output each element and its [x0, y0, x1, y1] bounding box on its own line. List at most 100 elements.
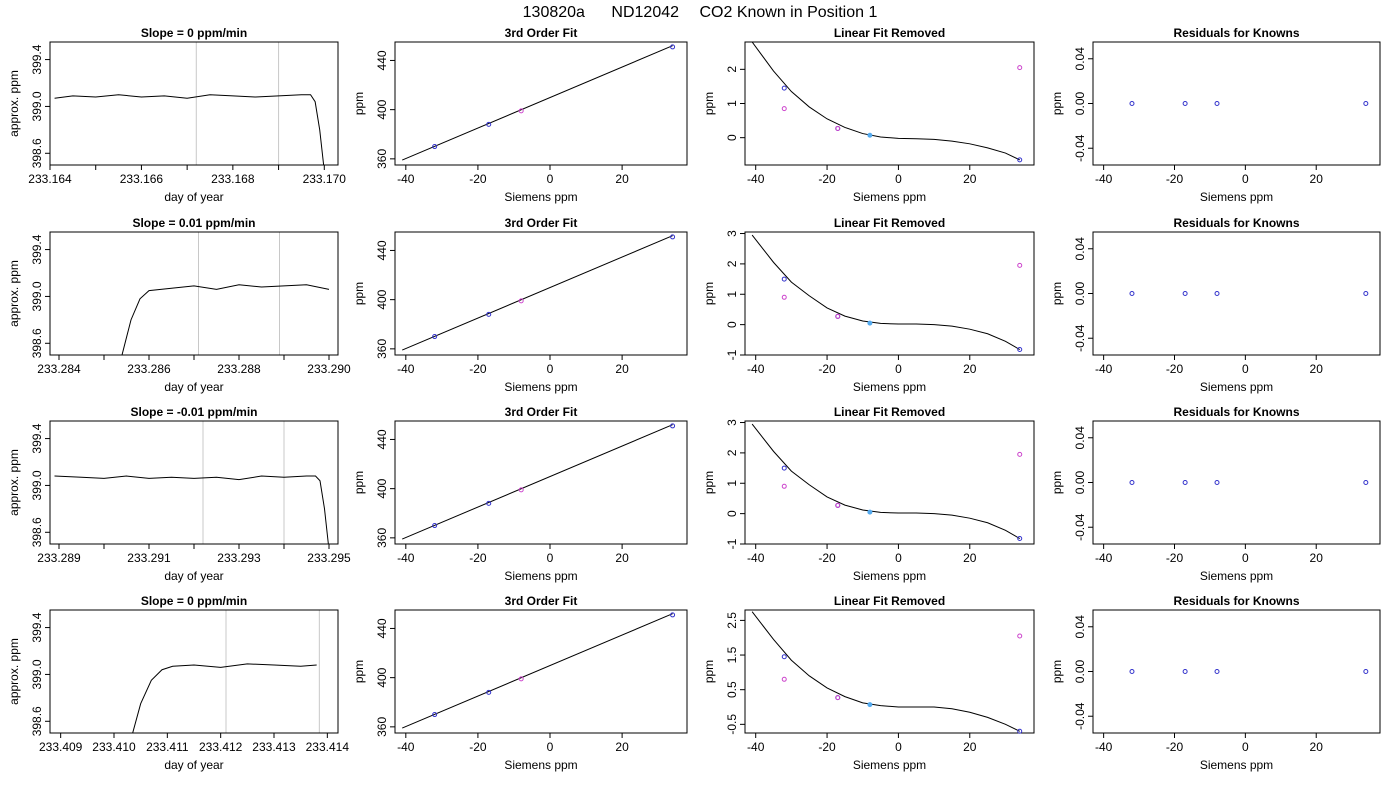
other-point	[781, 294, 787, 300]
panel-title: Slope = 0 ppm/min	[141, 26, 247, 40]
x-axis-label: Siemens ppm	[504, 569, 577, 583]
x-tick-label: -20	[469, 172, 487, 186]
y-tick-label: 360	[375, 528, 389, 548]
y-tick-label: 1	[725, 480, 739, 487]
y-tick-label: 440	[375, 429, 389, 449]
x-tick-label: -40	[397, 362, 415, 376]
x-tick-label: -40	[397, 172, 415, 186]
y-axis-label: ppm	[1050, 660, 1064, 683]
y-tick-label: -1	[725, 538, 739, 549]
other-point	[835, 125, 841, 131]
panel-title: 3rd Order Fit	[505, 594, 578, 608]
plot-frame	[744, 231, 1035, 356]
known-point	[432, 334, 438, 340]
x-tick-label: -20	[1166, 551, 1184, 565]
y-tick-label: 3	[725, 230, 739, 237]
other-point	[781, 106, 787, 112]
panel-title: 3rd Order Fit	[505, 216, 578, 230]
known-point	[1214, 669, 1220, 674]
y-axis-label: ppm	[1050, 471, 1064, 494]
y-tick-label: 399.0	[30, 659, 44, 689]
known-point	[486, 500, 492, 506]
panel-title: Residuals for Knowns	[1173, 594, 1299, 608]
y-tick-label: 0.04	[1073, 47, 1087, 71]
known-point	[486, 311, 492, 317]
x-tick-label: 233.289	[37, 551, 81, 565]
x-tick-label: 20	[963, 362, 977, 376]
y-axis-label: ppm	[702, 660, 716, 683]
known-point	[781, 276, 787, 282]
panel-r3-c4: Residuals for Knowns -40 -20 0 20 -0.04 0.00 0.…	[1050, 405, 1381, 583]
known-point	[1363, 101, 1369, 106]
x-tick-label: -40	[747, 362, 765, 376]
y-tick-label: 400	[375, 289, 389, 309]
known-point	[1017, 536, 1023, 542]
x-tick-label: -40	[747, 740, 765, 754]
known-point	[670, 423, 676, 429]
x-axis-label: Siemens ppm	[504, 190, 577, 204]
x-tick-label: 233.293	[217, 551, 261, 565]
known-point	[1129, 291, 1135, 296]
y-tick-label: 0.04	[1073, 237, 1087, 261]
known-point	[867, 132, 873, 138]
y-axis-label: ppm	[352, 92, 366, 115]
other-point	[835, 313, 841, 319]
y-axis-label: ppm	[352, 660, 366, 683]
x-tick-label: -20	[818, 551, 836, 565]
other-point	[1017, 262, 1023, 268]
known-point	[781, 654, 787, 660]
y-tick-label: 0.04	[1073, 615, 1087, 639]
x-tick-label: -40	[1095, 362, 1113, 376]
other-point	[1017, 65, 1023, 71]
x-axis-label: Siemens ppm	[1200, 569, 1273, 583]
x-tick-label: 0	[895, 172, 902, 186]
plot-frame	[744, 609, 1035, 734]
panel-r4-c1: Slope = 0 ppm/min 233.409 233.410 233.411 23…	[7, 594, 349, 772]
y-tick-label: 400	[375, 99, 389, 119]
x-axis-label: day of year	[164, 569, 223, 583]
x-tick-label: 20	[615, 551, 629, 565]
panel-title: Linear Fit Removed	[834, 405, 945, 419]
y-tick-label: 0.00	[1073, 281, 1087, 305]
x-tick-label: 0	[547, 740, 554, 754]
known-point	[486, 689, 492, 695]
y-tick-label: 360	[375, 339, 389, 359]
x-tick-label: 20	[615, 172, 629, 186]
x-tick-label: -20	[469, 740, 487, 754]
x-tick-label: 233.286	[127, 362, 171, 376]
x-tick-label: 20	[1310, 740, 1324, 754]
known-point	[1182, 669, 1188, 674]
panel-title: Residuals for Knowns	[1173, 405, 1299, 419]
y-tick-label: 400	[375, 478, 389, 498]
y-tick-label: 1	[725, 100, 739, 107]
y-axis-label: ppm	[702, 471, 716, 494]
x-tick-label: 20	[1310, 551, 1324, 565]
y-tick-label: 0.04	[1073, 426, 1087, 450]
plot-frame	[744, 41, 1035, 166]
fit-curve	[751, 423, 1020, 539]
panel-r3-c3: Linear Fit Removed -40 -20 0 20 -1 0 1 2 3 Siemens…	[702, 405, 1035, 583]
y-tick-label: -0.04	[1073, 513, 1087, 541]
y-tick-label: 3	[725, 419, 739, 426]
x-tick-label: 20	[963, 551, 977, 565]
plot-frame	[394, 41, 688, 166]
panel-r1-c3: Linear Fit Removed -40 -20 0 20 0 1 2 Siemens pp…	[702, 26, 1035, 204]
x-tick-label: 233.409	[39, 740, 83, 754]
x-tick-label: -20	[818, 362, 836, 376]
x-tick-label: -40	[747, 172, 765, 186]
x-tick-label: 0	[895, 362, 902, 376]
plot-frame	[1092, 609, 1381, 734]
panel-title: Residuals for Knowns	[1173, 26, 1299, 40]
y-tick-label: 399.0	[30, 281, 44, 311]
y-tick-label: 440	[375, 240, 389, 260]
x-tick-label: -40	[397, 551, 415, 565]
known-point	[1363, 291, 1369, 296]
x-axis-label: Siemens ppm	[1200, 758, 1273, 772]
x-tick-label: 233.168	[211, 172, 255, 186]
panel-r1-c1: Slope = 0 ppm/min 233.164 233.166 233.168 23…	[7, 26, 346, 204]
y-tick-label: 399.0	[30, 91, 44, 121]
y-tick-label: 440	[375, 618, 389, 638]
x-tick-label: 0	[1242, 172, 1249, 186]
other-point	[518, 676, 524, 682]
other-point	[781, 483, 787, 489]
